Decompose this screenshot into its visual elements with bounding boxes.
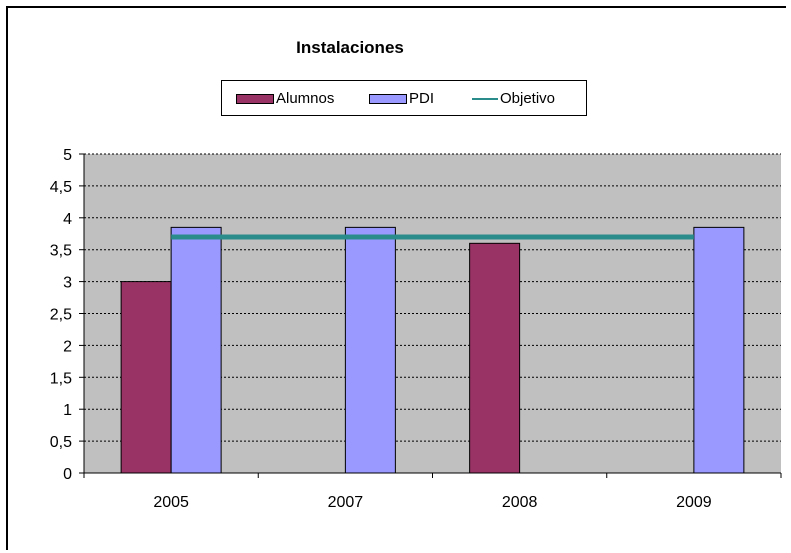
legend-label-objetivo: Objetivo [500,90,556,107]
y-tick-label: 1,5 [50,370,72,387]
plot-area: 0 0,5 1 1,5 2 2,5 3 3,5 4 4,5 5 2005 2007 2008 2009 [50,147,782,511]
y-tick-label: 3 [63,275,72,292]
y-tick-label: 4,5 [50,179,72,196]
y-tick-label: 3,5 [50,243,72,260]
chart-title: Instalaciones [296,38,404,57]
y-tick-label: 2 [63,338,72,355]
legend-swatch-pdi [369,94,407,104]
x-tick-label: 2007 [328,494,364,511]
legend-label-alumnos: Alumnos [276,90,335,107]
legend-swatch-alumnos [236,94,274,104]
legend-label-pdi: PDI [409,90,435,107]
bar-pdi-2005 [170,226,222,474]
x-tick-label: 2008 [502,494,538,511]
x-tick-label: 2005 [153,494,189,511]
legend-line-objetivo [472,98,498,100]
bar-alumnos-2005 [120,281,172,474]
chart-legend: Alumnos PDI Objetivo [221,80,587,116]
x-tick-label: 2009 [676,494,712,511]
bar-pdi-2007 [344,226,396,474]
y-tick-label: 1 [63,402,72,419]
chart-frame [6,6,786,550]
bar-pdi-2009 [693,226,745,474]
y-tick-label: 0 [63,466,72,483]
y-tick-label: 2,5 [50,307,72,324]
bar-alumnos-2008 [469,242,521,474]
y-tick-label: 5 [63,147,72,164]
y-tick-label: 4 [63,211,72,228]
y-tick-label: 0,5 [50,434,72,451]
